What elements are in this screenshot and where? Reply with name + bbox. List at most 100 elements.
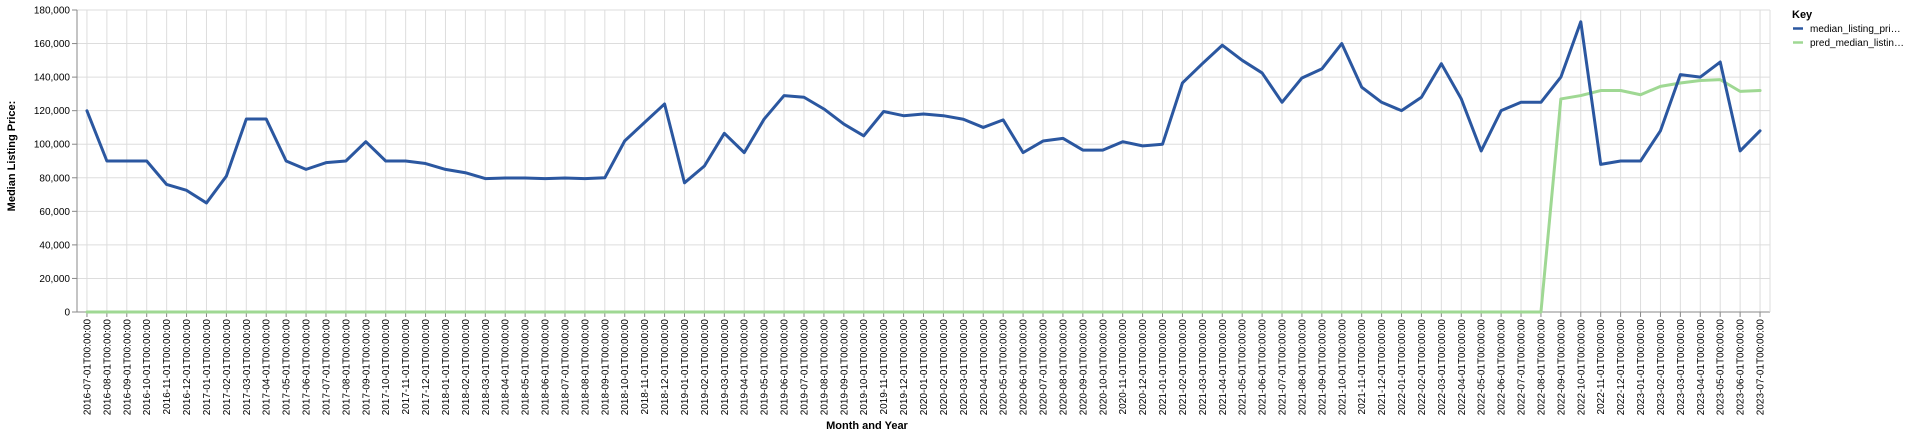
x-tick-label: 2022-01-01T00:00:00 [1397,319,1408,416]
series-line-1 [85,20,1762,205]
legend-label: pred_median_listin… [1810,38,1904,49]
series-layer [85,20,1762,314]
x-tick-label: 2021-09-01T00:00:00 [1317,319,1328,416]
x-tick-label: 2016-08-01T00:00:00 [102,319,113,416]
x-tick-label: 2021-10-01T00:00:00 [1337,319,1348,416]
x-tick-label: 2017-04-01T00:00:00 [262,319,273,416]
x-tick-label: 2017-09-01T00:00:00 [361,319,372,416]
x-tick-label: 2020-11-01T00:00:00 [1118,319,1129,415]
y-axis: 0 20,000 40,000 60,000 80,000 100,000 120,000 1… [34,6,77,319]
x-tick-label: 2017-12-01T00:00:00 [421,319,432,416]
x-tick-label: 2017-02-01T00:00:00 [222,319,233,416]
x-tick-label: 2022-05-01T00:00:00 [1477,319,1488,416]
legend: Key median_listing_pri… pred_median_listi… [1792,9,1904,49]
x-tick-label: 2018-02-01T00:00:00 [461,319,472,416]
x-tick-label: 2020-10-01T00:00:00 [1098,319,1109,416]
x-tick-label: 2018-01-01T00:00:00 [441,319,452,416]
x-tick-label: 2023-04-01T00:00:00 [1696,319,1707,416]
x-tick-label: 2017-07-01T00:00:00 [321,319,332,416]
x-tick-label: 2019-03-01T00:00:00 [720,319,731,416]
x-tick-label: 2018-08-01T00:00:00 [580,319,591,416]
series-line-2 [85,78,1762,314]
x-tick-label: 2021-03-01T00:00:00 [1198,319,1209,416]
y-tick-label: 80,000 [39,173,70,184]
x-tick-label: 2021-06-01T00:00:00 [1258,319,1269,416]
x-tick-label: 2021-04-01T00:00:00 [1218,319,1229,416]
x-tick-label: 2022-09-01T00:00:00 [1556,319,1567,416]
x-tick-label: 2020-05-01T00:00:00 [999,319,1010,416]
x-tick-label: 2023-05-01T00:00:00 [1716,319,1727,416]
x-tick-label: 2023-01-01T00:00:00 [1636,319,1647,416]
x-tick-label: 2022-11-01T00:00:00 [1596,319,1607,415]
x-tick-label: 2018-09-01T00:00:00 [600,319,611,416]
x-tick-label: 2016-07-01T00:00:00 [82,319,93,416]
x-tick-label: 2022-10-01T00:00:00 [1576,319,1587,416]
y-tick-label: 140,000 [34,73,71,84]
x-tick-label: 2021-02-01T00:00:00 [1178,319,1189,416]
x-tick-label: 2018-05-01T00:00:00 [521,319,532,416]
x-tick-label: 2017-05-01T00:00:00 [282,319,293,416]
x-tick-label: 2023-06-01T00:00:00 [1736,319,1747,416]
x-tick-label: 2018-07-01T00:00:00 [560,319,571,416]
x-tick-label: 2019-02-01T00:00:00 [700,319,711,416]
x-tick-label: 2019-08-01T00:00:00 [819,319,830,416]
x-tick-label: 2019-04-01T00:00:00 [740,319,751,416]
x-tick-label: 2022-06-01T00:00:00 [1497,319,1508,416]
x-tick-label: 2021-05-01T00:00:00 [1238,319,1249,416]
x-tick-label: 2017-10-01T00:00:00 [381,319,392,416]
y-tick-label: 40,000 [39,240,70,251]
x-tick-label: 2020-06-01T00:00:00 [1019,319,1030,416]
x-axis-title: Month and Year [826,420,908,432]
x-tick-label: 2021-11-01T00:00:00 [1357,319,1368,415]
x-tick-label: 2022-02-01T00:00:00 [1417,319,1428,416]
x-tick-label: 2016-11-01T00:00:00 [162,319,173,415]
legend-title: Key [1792,9,1813,21]
x-tick-label: 2020-02-01T00:00:00 [939,319,950,416]
x-tick-label: 2023-03-01T00:00:00 [1676,319,1687,416]
y-tick-label: 60,000 [39,207,70,218]
y-tick-label: 160,000 [34,39,71,50]
y-tick-label: 180,000 [34,6,71,17]
x-tick-label: 2019-01-01T00:00:00 [680,319,691,416]
x-tick-label: 2018-06-01T00:00:00 [541,319,552,416]
x-tick-label: 2016-09-01T00:00:00 [122,319,133,416]
y-tick-label: 100,000 [34,140,71,151]
x-tick-label: 2017-01-01T00:00:00 [202,319,213,416]
x-tick-label: 2020-04-01T00:00:00 [979,319,990,416]
x-tick-label: 2016-10-01T00:00:00 [142,319,153,416]
x-tick-label: 2018-11-01T00:00:00 [640,319,651,415]
x-tick-label: 2020-09-01T00:00:00 [1078,319,1089,416]
x-tick-label: 2021-08-01T00:00:00 [1297,319,1308,416]
legend-label: median_listing_pri… [1810,24,1901,35]
x-tick-label: 2021-01-01T00:00:00 [1158,319,1169,416]
x-tick-label: 2022-08-01T00:00:00 [1536,319,1547,416]
y-axis-title: Median Listing Price: [6,101,18,212]
x-tick-label: 2018-04-01T00:00:00 [501,319,512,416]
x-tick-label: 2023-07-01T00:00:00 [1756,319,1767,416]
x-tick-label: 2020-01-01T00:00:00 [919,319,930,416]
x-tick-label: 2022-03-01T00:00:00 [1437,319,1448,416]
x-tick-label: 2016-12-01T00:00:00 [182,319,193,416]
x-tick-label: 2017-06-01T00:00:00 [302,319,313,416]
y-tick-label: 0 [64,308,70,319]
x-tick-label: 2020-08-01T00:00:00 [1058,319,1069,416]
x-tick-label: 2017-11-01T00:00:00 [401,319,412,415]
x-tick-label: 2021-12-01T00:00:00 [1377,319,1388,416]
x-tick-label: 2022-12-01T00:00:00 [1616,319,1627,416]
x-tick-label: 2017-08-01T00:00:00 [341,319,352,416]
x-tick-label: 2019-11-01T00:00:00 [879,319,890,415]
y-tick-label: 20,000 [39,274,70,285]
x-tick-label: 2019-12-01T00:00:00 [899,319,910,416]
x-tick-label: 2017-03-01T00:00:00 [242,319,253,416]
x-tick-label: 2023-02-01T00:00:00 [1656,319,1667,416]
x-tick-label: 2022-04-01T00:00:00 [1457,319,1468,416]
x-tick-label: 2018-10-01T00:00:00 [620,319,631,416]
x-tick-label: 2020-07-01T00:00:00 [1039,319,1050,416]
x-axis: 2016-07-01T00:00:00 2016-08-01T00:00:00 20… [82,312,1767,416]
x-tick-label: 2020-03-01T00:00:00 [959,319,970,416]
x-tick-label: 2019-10-01T00:00:00 [859,319,870,416]
x-tick-label: 2020-12-01T00:00:00 [1138,319,1149,416]
x-tick-label: 2019-09-01T00:00:00 [839,319,850,416]
x-tick-label: 2018-12-01T00:00:00 [660,319,671,416]
